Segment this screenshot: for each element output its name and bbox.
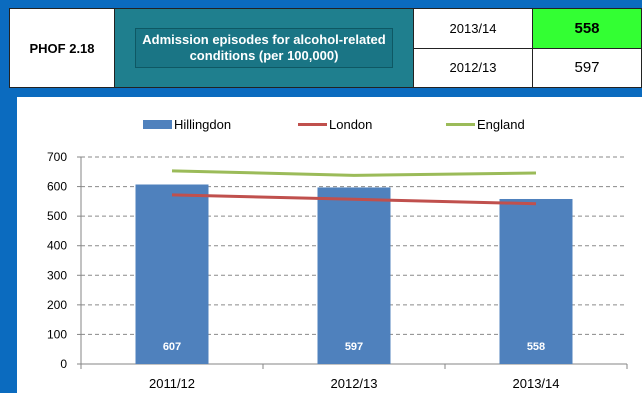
y-tick-label: 500 [47,209,67,223]
legend-item-hillingdon: Hillingdon [143,117,231,132]
chart-panel: Hillingdon London England 0 100 200 300 400 5… [17,97,642,393]
bar-data-label: 597 [345,341,363,353]
legend-swatch-hillingdon [143,120,172,129]
bar-hillingdon [317,187,391,364]
bar-hillingdon [135,184,209,364]
x-tick-label: 2012/13 [331,376,378,391]
previous-value: 597 [574,59,600,77]
year-column: 2013/14 2012/13 [414,9,533,87]
bar-data-label: 607 [163,341,181,353]
y-tick-label: 300 [47,268,67,282]
x-tick-label: 2011/12 [149,376,195,391]
legend-label-london: London [329,117,373,132]
y-tick-label: 400 [47,239,67,253]
bar-hillingdon [499,198,573,364]
y-tick-label: 0 [60,357,67,371]
indicator-title-cell: Admission episodes for alcohol-related c… [115,9,414,87]
y-tick-label: 700 [47,150,67,164]
legend-item-london: London [298,117,372,132]
line-england [171,169,537,177]
line-london [171,193,537,206]
y-tick-label: 200 [47,298,67,312]
bar-data-label: 558 [527,341,545,353]
indicator-header: PHOF 2.18 Admission episodes for alcohol… [9,8,642,88]
legend-swatch-london [298,123,327,126]
chart-legend: Hillingdon London England [17,117,642,135]
indicator-code: PHOF 2.18 [10,9,115,87]
y-tick-label: 100 [47,327,67,341]
previous-year: 2012/13 [449,60,497,76]
legend-label-hillingdon: Hillingdon [174,117,232,132]
y-tick-label: 600 [47,180,67,194]
legend-label-england: England [477,117,525,132]
current-value: 558 [533,9,641,49]
chart-plot: 0 100 200 300 400 500 600 700 607 597 558 2011/12 20… [47,150,628,391]
legend-item-england: England [446,117,525,132]
indicator-title: Admission episodes for alcohol-related c… [135,28,393,68]
current-year: 2013/14 [414,9,532,49]
x-tick-label: 2013/14 [513,376,560,391]
legend-swatch-england [446,123,475,126]
value-column: 558 597 [533,9,641,87]
